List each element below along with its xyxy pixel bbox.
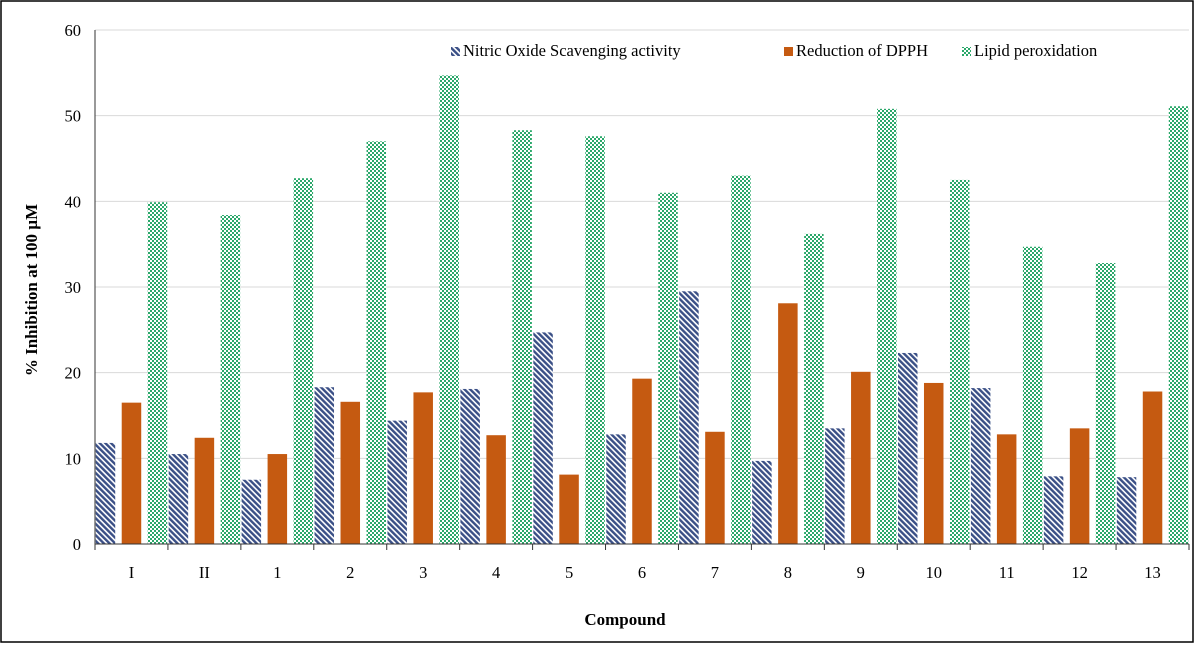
bar-nitric-oxide bbox=[1043, 476, 1064, 544]
y-tick-label: 20 bbox=[65, 364, 82, 383]
bar-dpph bbox=[1069, 428, 1090, 544]
x-tick-label: 9 bbox=[857, 563, 865, 582]
bar-dpph bbox=[121, 402, 142, 544]
x-tick-label: 3 bbox=[419, 563, 427, 582]
legend-swatch-lipid bbox=[962, 47, 971, 56]
x-tick-label: 4 bbox=[492, 563, 500, 582]
bar-nitric-oxide bbox=[95, 442, 116, 544]
bar-nitric-oxide bbox=[387, 420, 407, 544]
y-tick-labels: 0 10 20 30 40 50 60 bbox=[65, 21, 82, 554]
bar-lipid-peroxidation bbox=[585, 136, 605, 544]
bar-lipid-peroxidation bbox=[293, 178, 314, 544]
legend-label-lipid: Lipid peroxidation bbox=[974, 41, 1097, 60]
bar-dpph bbox=[559, 474, 579, 544]
bar-nitric-oxide bbox=[606, 434, 626, 544]
x-tick-label: I bbox=[129, 563, 135, 582]
x-tick-label: 5 bbox=[565, 563, 573, 582]
bar-dpph bbox=[486, 435, 506, 544]
x-tick-label: 7 bbox=[711, 563, 719, 582]
y-axis-title: % Inhibition at 100 µM bbox=[22, 204, 41, 376]
bar-lipid-peroxidation bbox=[949, 179, 970, 544]
x-tick-label: 2 bbox=[346, 563, 354, 582]
bar-nitric-oxide bbox=[314, 387, 335, 544]
bar-nitric-oxide bbox=[752, 460, 772, 544]
bar-lipid-peroxidation bbox=[220, 215, 241, 545]
x-tick-labels: I II 1 2 3 4 5 6 7 8 9 10 11 12 13 bbox=[129, 563, 1161, 582]
legend: Nitric Oxide Scavenging activity Reducti… bbox=[451, 41, 1097, 60]
x-tick-label: 8 bbox=[784, 563, 792, 582]
bar-dpph bbox=[632, 378, 652, 544]
bar-nitric-oxide bbox=[825, 428, 845, 544]
y-tick-label: 0 bbox=[73, 535, 81, 554]
x-tick-label: 6 bbox=[638, 563, 646, 582]
legend-label-nitric: Nitric Oxide Scavenging activity bbox=[463, 41, 681, 60]
bar-lipid-peroxidation bbox=[439, 75, 459, 545]
bar-lipid-peroxidation bbox=[512, 130, 532, 545]
bar-dpph bbox=[194, 437, 215, 544]
x-tick-label: 12 bbox=[1071, 563, 1088, 582]
bar-nitric-oxide bbox=[897, 352, 918, 544]
bar-lipid-peroxidation bbox=[1095, 263, 1116, 544]
bar-nitric-oxide bbox=[533, 332, 553, 544]
x-axis-title: Compound bbox=[584, 610, 666, 629]
bar-lipid-peroxidation bbox=[1168, 106, 1189, 544]
bar-nitric-oxide bbox=[1116, 477, 1137, 544]
bar-lipid-peroxidation bbox=[1022, 246, 1043, 544]
bar-nitric-oxide bbox=[679, 291, 699, 544]
y-tick-label: 10 bbox=[65, 449, 82, 468]
legend-label-dpph: Reduction of DPPH bbox=[796, 41, 928, 60]
axes bbox=[94, 30, 1190, 550]
bar-dpph bbox=[340, 401, 361, 544]
bar-dpph bbox=[1142, 391, 1163, 544]
bar-nitric-oxide bbox=[241, 479, 262, 544]
bar-dpph bbox=[923, 382, 944, 544]
x-tick-label: 1 bbox=[273, 563, 281, 582]
x-tick-label: 13 bbox=[1144, 563, 1161, 582]
bar-lipid-peroxidation bbox=[731, 175, 751, 544]
bar-dpph bbox=[996, 434, 1017, 544]
bar-dpph bbox=[413, 392, 433, 544]
y-tick-label: 60 bbox=[65, 21, 82, 40]
bar-lipid-peroxidation bbox=[877, 108, 897, 545]
y-tick-label: 40 bbox=[65, 192, 82, 211]
x-tick-label: 10 bbox=[925, 563, 942, 582]
bar-lipid-peroxidation bbox=[147, 202, 168, 544]
bar-dpph bbox=[267, 454, 288, 544]
y-tick-label: 30 bbox=[65, 278, 82, 297]
bar-dpph bbox=[705, 431, 725, 544]
bar-lipid-peroxidation bbox=[366, 141, 387, 544]
bar-nitric-oxide bbox=[460, 388, 480, 544]
bars bbox=[95, 75, 1189, 545]
x-tick-label: 11 bbox=[999, 563, 1015, 582]
bar-dpph bbox=[778, 303, 798, 544]
bar-lipid-peroxidation bbox=[804, 233, 824, 545]
y-tick-label: 50 bbox=[65, 107, 82, 126]
bar-nitric-oxide bbox=[168, 454, 189, 544]
bar-dpph bbox=[851, 371, 871, 544]
bar-lipid-peroxidation bbox=[658, 192, 678, 544]
legend-swatch-dpph bbox=[784, 47, 793, 56]
x-tick-label: II bbox=[199, 563, 210, 582]
bar-nitric-oxide bbox=[970, 388, 991, 544]
legend-swatch-nitric bbox=[451, 47, 460, 56]
